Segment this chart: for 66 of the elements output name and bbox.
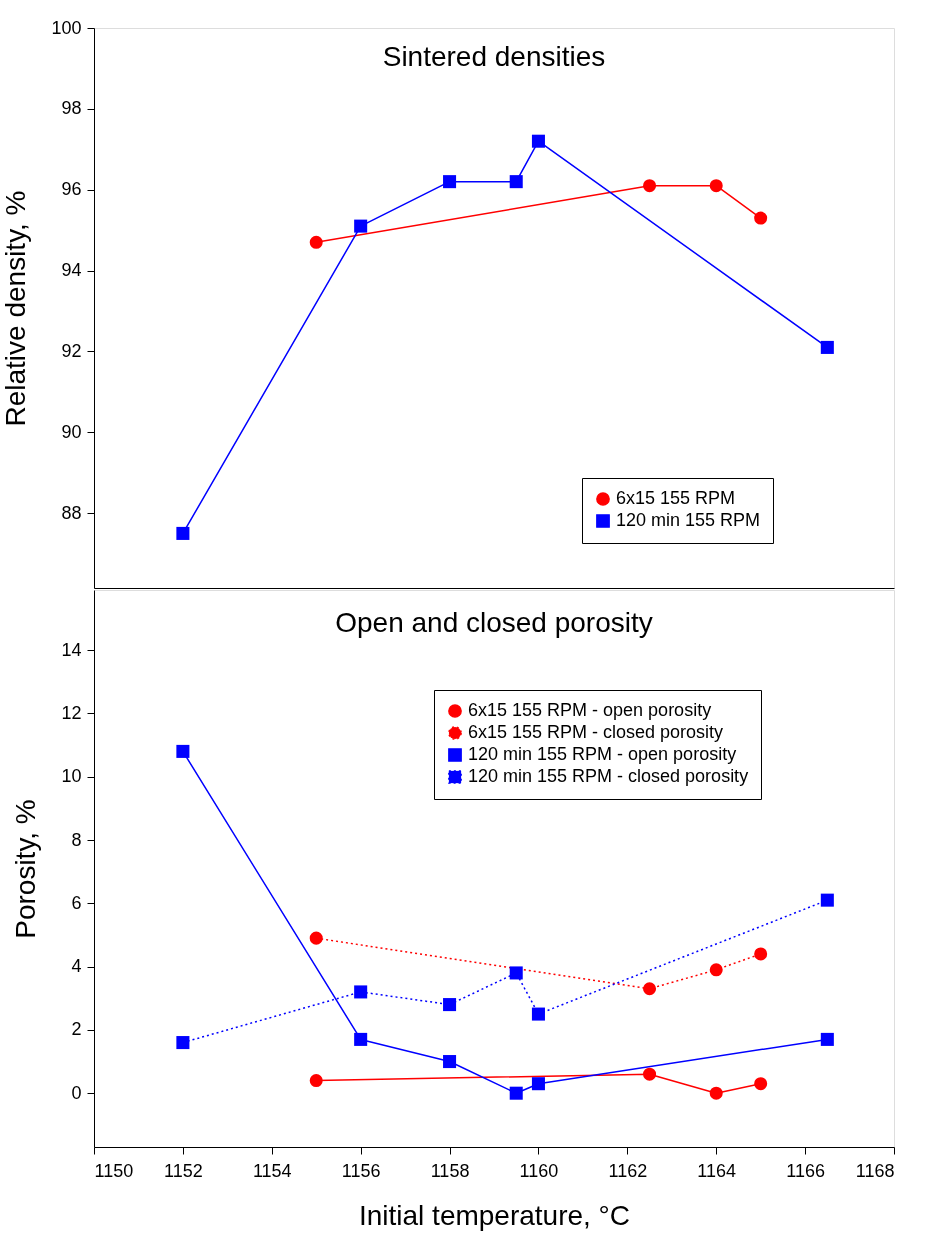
point — [820, 1032, 834, 1046]
legend-label: 120 min 155 RPM - open porosity — [468, 744, 737, 764]
point — [354, 1032, 368, 1046]
y-tick-label: 88 — [61, 502, 82, 523]
point — [509, 966, 523, 980]
x-tick-label: 1160 — [519, 1160, 559, 1181]
point — [309, 235, 323, 249]
chart-title: Sintered densities — [382, 41, 606, 72]
x-tick-label: 1154 — [252, 1160, 292, 1181]
point — [309, 931, 323, 945]
y-axis-title: Porosity, % — [10, 799, 42, 939]
point — [443, 175, 457, 189]
point — [709, 1086, 723, 1100]
point — [509, 1086, 523, 1100]
y-tick-label: 94 — [61, 260, 82, 281]
x-tick-label: 1150 — [94, 1160, 134, 1181]
point — [176, 526, 190, 540]
y-tick-label: 12 — [61, 702, 82, 723]
x-tick-label: 1156 — [341, 1160, 381, 1181]
x-tick-label: 1166 — [786, 1160, 825, 1181]
point — [176, 1036, 190, 1050]
text: Open and closed porosity — [335, 607, 653, 638]
point — [443, 998, 457, 1012]
x-tick-label: 1164 — [697, 1160, 737, 1181]
legend-label: 120 min 155 RPM — [616, 510, 761, 530]
point — [754, 947, 768, 961]
y-tick-label: 98 — [61, 98, 82, 119]
legend-label: 6x15 155 RPM - closed porosity — [468, 722, 724, 742]
point — [820, 893, 834, 907]
y-tick-label: 90 — [61, 421, 82, 442]
point — [754, 211, 768, 225]
point — [531, 1007, 545, 1021]
y-tick-label: 100 — [51, 17, 82, 38]
point — [531, 1077, 545, 1091]
legend-label: 6x15 155 RPM — [616, 488, 736, 508]
point — [443, 1055, 457, 1069]
y-tick-label: 4 — [71, 956, 82, 977]
legend-label: 6x15 155 RPM - open porosity — [468, 700, 712, 720]
y-tick-label: 92 — [61, 340, 82, 361]
point — [643, 1067, 657, 1081]
point — [820, 340, 834, 354]
y-tick-label: 6 — [71, 892, 82, 913]
point — [643, 179, 657, 193]
point — [309, 1074, 323, 1088]
point — [643, 982, 657, 996]
point — [754, 1077, 768, 1091]
point — [709, 963, 723, 977]
y-tick-label: 2 — [71, 1019, 82, 1040]
y-tick-label: 10 — [61, 766, 82, 787]
x-tick-label: 1152 — [164, 1160, 203, 1181]
point — [509, 175, 523, 189]
point — [354, 985, 368, 999]
x-tick-label: 1162 — [608, 1160, 648, 1181]
point — [354, 219, 368, 233]
point — [531, 134, 545, 148]
point — [176, 744, 190, 758]
x-axis-title: Initial temperature, °C — [358, 1199, 631, 1231]
legend-label: 120 min 155 RPM - closed porosity — [468, 766, 749, 786]
y-tick-label: 0 — [71, 1082, 82, 1103]
y-tick-label: 14 — [61, 639, 82, 660]
y-axis-title: Relative density, % — [0, 190, 32, 427]
point — [709, 179, 723, 193]
x-tick-label: 1158 — [430, 1160, 470, 1181]
y-tick-label: 8 — [71, 829, 82, 850]
y-tick-label: 96 — [61, 179, 82, 200]
x-tick-label: 1168 — [855, 1160, 895, 1181]
